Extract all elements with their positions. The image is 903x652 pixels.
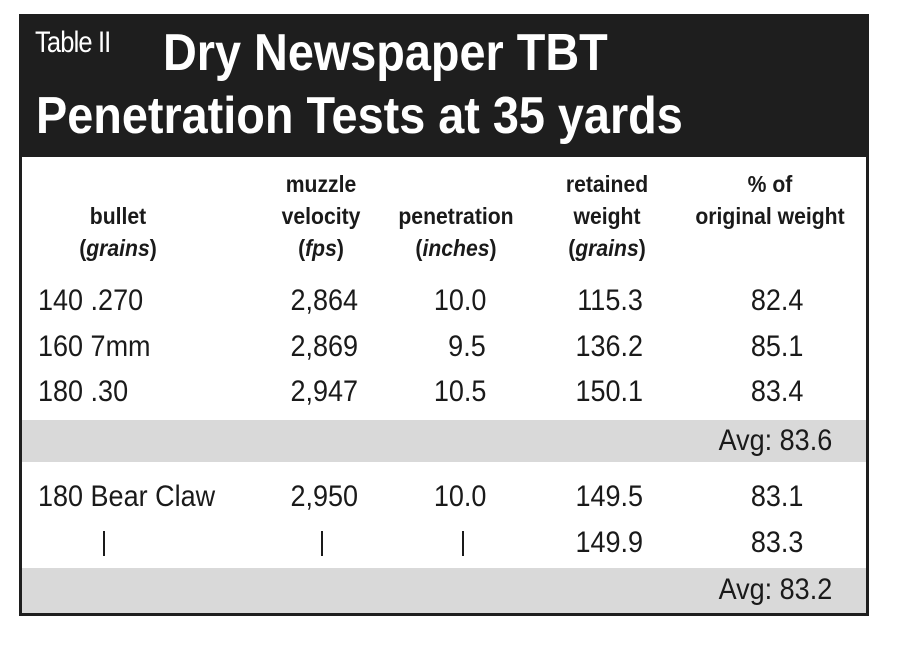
- table-label: Table II: [35, 26, 111, 59]
- ditto-mark-penetration: [462, 531, 464, 556]
- cell-penetration: 10.0: [433, 284, 486, 317]
- table-header: Table II Dry Newspaper TBT Penetration T…: [22, 17, 866, 157]
- table-title-line-1: Dry Newspaper TBT: [163, 24, 608, 82]
- cell-bullet: 180 Bear Claw: [38, 480, 216, 513]
- cell-bullet: 140 .270: [38, 284, 144, 317]
- ditto-mark-bullet: [103, 531, 105, 556]
- cell-bullet: 180 .30: [38, 375, 129, 408]
- cell-velocity: 2,950: [290, 480, 358, 513]
- cell-retained: 149.5: [575, 480, 643, 513]
- ditto-mark-velocity: [321, 531, 323, 556]
- column-header-penetration: penetration (inches): [398, 203, 514, 261]
- cell-penetration: 9.5: [448, 330, 486, 363]
- average-row: Avg: 83.6: [22, 420, 866, 462]
- cell-retained: 136.2: [575, 330, 643, 363]
- cell-retained: 150.1: [575, 375, 643, 408]
- penetration-table: Table II Dry Newspaper TBT Penetration T…: [19, 14, 869, 616]
- cell-retained: 115.3: [577, 284, 643, 317]
- cell-percent: 82.4: [750, 284, 803, 317]
- cell-velocity: 2,864: [290, 284, 358, 317]
- cell-percent: 83.4: [750, 375, 803, 408]
- cell-velocity: 2,947: [290, 375, 358, 408]
- cell-penetration: 10.5: [433, 375, 486, 408]
- average-row: Avg: 83.2: [22, 568, 866, 613]
- cell-velocity: 2,869: [290, 330, 358, 363]
- column-header-retained-weight: retained weight (grains): [565, 171, 649, 261]
- average-value: Avg: 83.2: [718, 573, 832, 606]
- cell-retained: 149.9: [575, 526, 643, 559]
- cell-percent: 83.1: [750, 480, 803, 513]
- cell-percent: 85.1: [750, 330, 803, 363]
- table-title-line-2: Penetration Tests at 35 yards: [36, 87, 683, 145]
- average-value: Avg: 83.6: [718, 424, 832, 457]
- column-header-muzzle-velocity: muzzle velocity (fps): [281, 171, 361, 261]
- cell-penetration: 10.0: [433, 480, 486, 513]
- cell-bullet: 160 7mm: [38, 330, 151, 363]
- column-header-percent-original: % of original weight: [695, 171, 845, 229]
- cell-percent: 83.3: [750, 526, 803, 559]
- column-header-bullet: bullet (grains): [79, 203, 157, 261]
